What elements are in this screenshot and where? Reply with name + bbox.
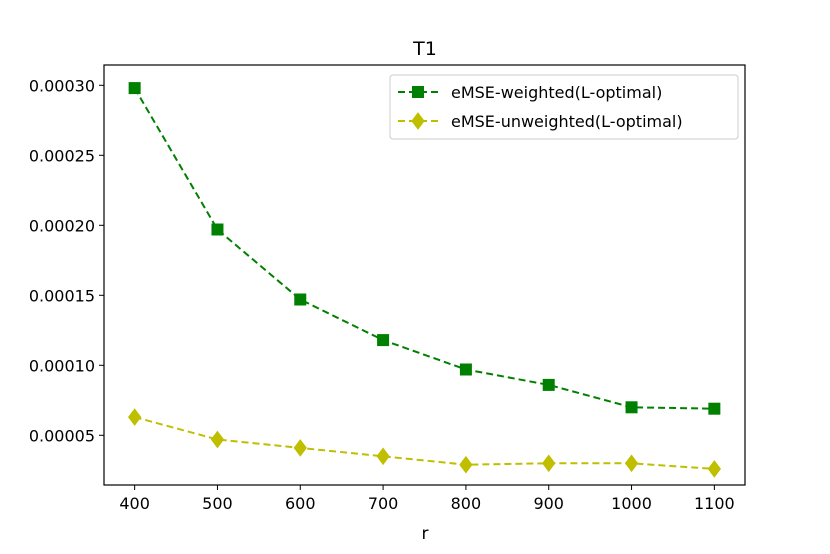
series-line	[133, 87, 715, 410]
data-point	[625, 401, 638, 414]
data-point	[708, 402, 721, 415]
legend-label: eMSE-unweighted(L-optimal)	[451, 112, 683, 131]
y-tick-label: 0.00020	[29, 216, 95, 235]
legend-marker	[412, 86, 424, 98]
data-point	[624, 454, 639, 473]
legend-item: eMSE-weighted(L-optimal)	[398, 83, 662, 102]
data-point	[459, 363, 472, 376]
y-tick-label: 0.00005	[29, 426, 95, 445]
legend-item: eMSE-unweighted(L-optimal)	[398, 112, 683, 131]
data-point	[210, 430, 225, 449]
data-point	[542, 378, 555, 391]
data-point	[376, 447, 390, 466]
data-point	[211, 223, 224, 236]
series-layer	[128, 82, 721, 478]
y-tick-label: 0.00030	[29, 76, 95, 95]
legend-items: eMSE-weighted(L-optimal) eMSE-unweighted(…	[398, 83, 683, 131]
data-point	[542, 454, 556, 473]
x-tick-label: 900	[533, 494, 564, 513]
data-point	[293, 439, 307, 457]
plot-frame	[103, 64, 746, 486]
x-tick-label: 600	[285, 494, 316, 513]
x-tick-label: 1000	[611, 494, 652, 513]
legend-box	[389, 74, 739, 140]
y-tick-label: 0.00025	[29, 146, 95, 165]
axis-ticks: 400 500 600 700 800 900 1000 1100 0.00005 0.00010…	[29, 76, 735, 513]
y-tick-label: 0.00010	[29, 356, 95, 375]
x-tick-label: 400	[119, 494, 150, 513]
legend: eMSE-weighted(L-optimal) eMSE-unweighted(…	[389, 74, 739, 140]
chart-title: T1	[412, 38, 437, 60]
data-point	[377, 334, 390, 347]
x-axis-label: r	[422, 524, 429, 544]
data-point	[459, 455, 473, 474]
x-tick-label: 500	[202, 494, 233, 513]
series-1	[128, 82, 721, 415]
x-tick-label: 800	[451, 494, 482, 513]
legend-label: eMSE-weighted(L-optimal)	[451, 83, 662, 102]
data-point	[294, 293, 307, 306]
legend-marker	[411, 112, 425, 130]
data-point	[128, 82, 141, 95]
y-tick-label: 0.00015	[29, 286, 95, 305]
series-2	[128, 408, 721, 478]
x-tick-label: 1100	[694, 494, 735, 513]
series-line	[134, 416, 715, 470]
x-tick-label: 700	[368, 494, 399, 513]
data-point	[707, 460, 721, 478]
data-point	[128, 408, 142, 426]
